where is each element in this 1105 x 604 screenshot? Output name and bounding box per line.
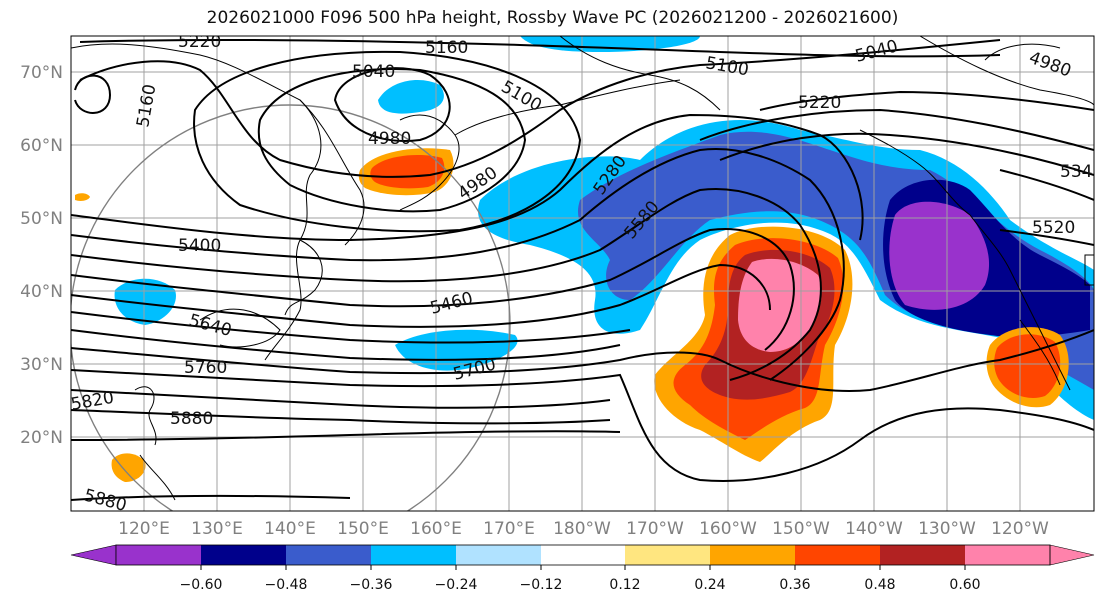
coastlines bbox=[71, 36, 1094, 501]
lon-label: 160°W bbox=[699, 519, 757, 539]
colorbar-bin bbox=[795, 545, 880, 565]
lon-label: 160°E bbox=[410, 519, 462, 539]
map-title: 2026021000 F096 500 hPa height, Rossby W… bbox=[206, 8, 899, 28]
colorbar-bin bbox=[116, 545, 201, 565]
positive-anomaly-region bbox=[75, 193, 90, 201]
colorbar-bin bbox=[201, 545, 286, 565]
lon-label: 130°W bbox=[918, 519, 976, 539]
colorbar-bin bbox=[371, 545, 456, 565]
lon-label: 130°E bbox=[191, 519, 243, 539]
colorbar-bin bbox=[541, 545, 625, 565]
lon-label: 120°E bbox=[118, 519, 170, 539]
negative-anomaly-region bbox=[378, 80, 444, 114]
lat-label: 30°N bbox=[20, 355, 63, 375]
lon-label: 140°W bbox=[845, 519, 903, 539]
colorbar-bin bbox=[625, 545, 710, 565]
contour-label: 5040 bbox=[352, 62, 395, 82]
negative-anomaly-region bbox=[114, 278, 176, 325]
colorbar-tick-label: 0.48 bbox=[864, 577, 895, 593]
colorbar-bin bbox=[456, 545, 541, 565]
latitude-labels: 70°N 60°N 50°N 40°N 30°N 20°N bbox=[20, 63, 63, 448]
colorbar-bin bbox=[965, 545, 1050, 565]
longitude-labels: 120°E 130°E 140°E 150°E 160°E 170°E 180°… bbox=[118, 519, 1049, 539]
colorbar-bin bbox=[70, 544, 117, 566]
colorbar-bin bbox=[880, 545, 965, 565]
contour-label: 5880 bbox=[170, 409, 213, 429]
contour-label: 5220 bbox=[798, 93, 841, 113]
colorbar-bin bbox=[1049, 544, 1095, 566]
colorbar-tick-label: −0.12 bbox=[520, 577, 563, 593]
colorbar-tick-label: 0.12 bbox=[609, 577, 640, 593]
colorbar-tick-label: −0.24 bbox=[435, 577, 478, 593]
lon-label: 120°W bbox=[991, 519, 1049, 539]
positive-anomaly-region bbox=[111, 453, 146, 482]
lon-label: 170°W bbox=[626, 519, 684, 539]
contour-label: 5520 bbox=[1032, 218, 1075, 238]
colorbar-tick-label: −0.48 bbox=[265, 577, 308, 593]
colorbar-bin bbox=[286, 545, 371, 565]
colorbar-frame bbox=[115, 544, 1051, 566]
colorbar-tick-label: −0.60 bbox=[180, 577, 223, 593]
lat-label: 60°N bbox=[20, 136, 63, 156]
anomaly-shading bbox=[75, 36, 1094, 482]
colorbar-tick-label: 0.36 bbox=[779, 577, 810, 593]
height-contours bbox=[71, 38, 1094, 501]
lon-label: 150°W bbox=[772, 519, 830, 539]
lat-label: 70°N bbox=[20, 63, 63, 83]
lon-label: 170°E bbox=[483, 519, 535, 539]
contour-label: 4980 bbox=[368, 129, 411, 149]
lat-label: 40°N bbox=[20, 282, 63, 302]
contour-label: 5400 bbox=[178, 236, 221, 256]
lat-label: 50°N bbox=[20, 209, 63, 229]
contour-label: 5220 bbox=[178, 32, 221, 52]
colorbar-ticks bbox=[200, 565, 966, 570]
map-frame bbox=[70, 35, 1095, 512]
colorbar-tick-label: 0.24 bbox=[694, 577, 725, 593]
lon-label: 140°E bbox=[264, 519, 316, 539]
positive-anomaly-region bbox=[370, 155, 445, 189]
lon-label: 150°E bbox=[337, 519, 389, 539]
lat-label: 20°N bbox=[20, 428, 63, 448]
colorbar: −0.60 −0.48 −0.36 −0.24 −0.12 0.12 0.24 … bbox=[70, 544, 1095, 593]
positive-anomaly-region bbox=[994, 334, 1061, 399]
contour-label: 5160 bbox=[425, 38, 468, 58]
lon-label: 180°W bbox=[553, 519, 611, 539]
map-area: 5220 5160 5040 5160 5100 4980 5040 5100 … bbox=[71, 32, 1103, 511]
region-circle bbox=[71, 104, 511, 511]
colorbar-tick-label: 0.60 bbox=[949, 577, 980, 593]
contour-label: 5760 bbox=[184, 358, 227, 378]
colorbar-bin bbox=[710, 545, 795, 565]
contour-label: 5340 bbox=[1060, 162, 1103, 182]
colorbar-tick-label: −0.36 bbox=[350, 577, 393, 593]
negative-anomaly-region bbox=[889, 201, 990, 310]
